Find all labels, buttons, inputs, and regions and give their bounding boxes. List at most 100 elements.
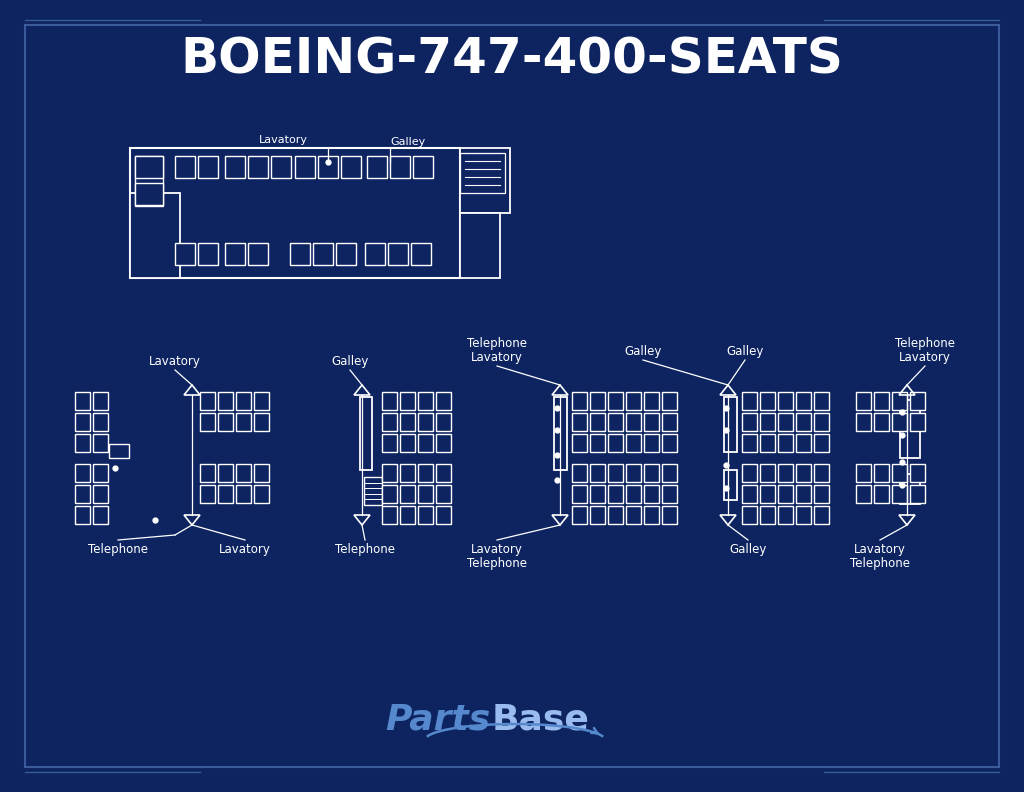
Bar	[360, 397, 372, 470]
Bar	[93, 413, 108, 431]
Bar	[75, 464, 90, 482]
Bar	[572, 485, 587, 503]
Bar	[814, 392, 829, 410]
Bar	[436, 413, 451, 431]
Bar	[662, 485, 677, 503]
Bar	[236, 464, 251, 482]
Bar	[590, 485, 605, 503]
Bar	[724, 470, 737, 500]
Bar	[760, 464, 775, 482]
Bar	[572, 434, 587, 452]
Bar	[644, 485, 659, 503]
Bar	[874, 464, 889, 482]
Bar	[742, 434, 757, 452]
Bar	[626, 413, 641, 431]
Bar	[418, 506, 433, 524]
Bar	[910, 392, 925, 410]
Bar	[400, 413, 415, 431]
Bar	[218, 485, 233, 503]
Bar	[75, 392, 90, 410]
Bar	[910, 413, 925, 431]
Bar	[742, 413, 757, 431]
Bar	[225, 156, 245, 178]
Bar	[874, 485, 889, 503]
Bar	[590, 434, 605, 452]
Bar	[608, 464, 623, 482]
Bar	[590, 506, 605, 524]
Bar	[760, 485, 775, 503]
Text: Lavatory: Lavatory	[854, 543, 906, 556]
Text: Telephone: Telephone	[335, 543, 395, 556]
Text: Galley: Galley	[729, 543, 767, 556]
Bar	[418, 464, 433, 482]
Bar	[460, 153, 505, 193]
Bar	[778, 506, 793, 524]
Bar	[436, 485, 451, 503]
Bar	[109, 444, 129, 458]
Text: Galley: Galley	[390, 137, 425, 147]
Bar	[626, 392, 641, 410]
Bar	[236, 485, 251, 503]
Bar	[218, 464, 233, 482]
Text: Lavatory: Lavatory	[219, 543, 271, 556]
Bar	[218, 413, 233, 431]
Bar	[796, 392, 811, 410]
Bar	[290, 243, 310, 265]
Bar	[248, 243, 268, 265]
Bar	[271, 156, 291, 178]
Bar	[778, 464, 793, 482]
Bar	[662, 434, 677, 452]
Bar	[626, 434, 641, 452]
Bar	[742, 506, 757, 524]
Bar	[814, 485, 829, 503]
Text: Telephone: Telephone	[467, 557, 527, 570]
Bar	[572, 506, 587, 524]
Text: Lavatory: Lavatory	[471, 351, 523, 364]
Bar	[175, 243, 195, 265]
Bar	[796, 485, 811, 503]
Bar	[644, 413, 659, 431]
Bar	[460, 213, 500, 278]
Bar	[460, 148, 510, 213]
Bar	[910, 485, 925, 503]
Bar	[608, 485, 623, 503]
Bar	[367, 156, 387, 178]
Text: Parts: Parts	[385, 703, 490, 737]
Bar	[608, 434, 623, 452]
Bar	[382, 413, 397, 431]
Bar	[644, 464, 659, 482]
Bar	[662, 506, 677, 524]
Bar	[644, 434, 659, 452]
Bar	[93, 392, 108, 410]
Bar	[608, 392, 623, 410]
Bar	[388, 243, 408, 265]
Bar	[418, 485, 433, 503]
Bar	[93, 434, 108, 452]
Bar	[93, 506, 108, 524]
Bar	[336, 243, 356, 265]
Bar	[75, 434, 90, 452]
Bar	[175, 156, 195, 178]
Bar	[200, 392, 215, 410]
Bar	[796, 506, 811, 524]
Bar	[135, 156, 163, 178]
Text: Galley: Galley	[726, 345, 764, 358]
Bar	[400, 506, 415, 524]
Bar	[411, 243, 431, 265]
Bar	[341, 156, 361, 178]
Bar	[742, 464, 757, 482]
Bar	[390, 156, 410, 178]
Bar	[590, 413, 605, 431]
Bar	[572, 464, 587, 482]
Text: Telephone: Telephone	[895, 337, 955, 350]
Bar	[418, 413, 433, 431]
Bar	[760, 506, 775, 524]
Bar	[200, 464, 215, 482]
Bar	[130, 193, 180, 278]
Text: Lavatory: Lavatory	[150, 355, 201, 368]
Bar	[910, 464, 925, 482]
Bar	[760, 392, 775, 410]
Bar	[778, 434, 793, 452]
Bar	[626, 506, 641, 524]
Text: Telephone: Telephone	[850, 557, 910, 570]
